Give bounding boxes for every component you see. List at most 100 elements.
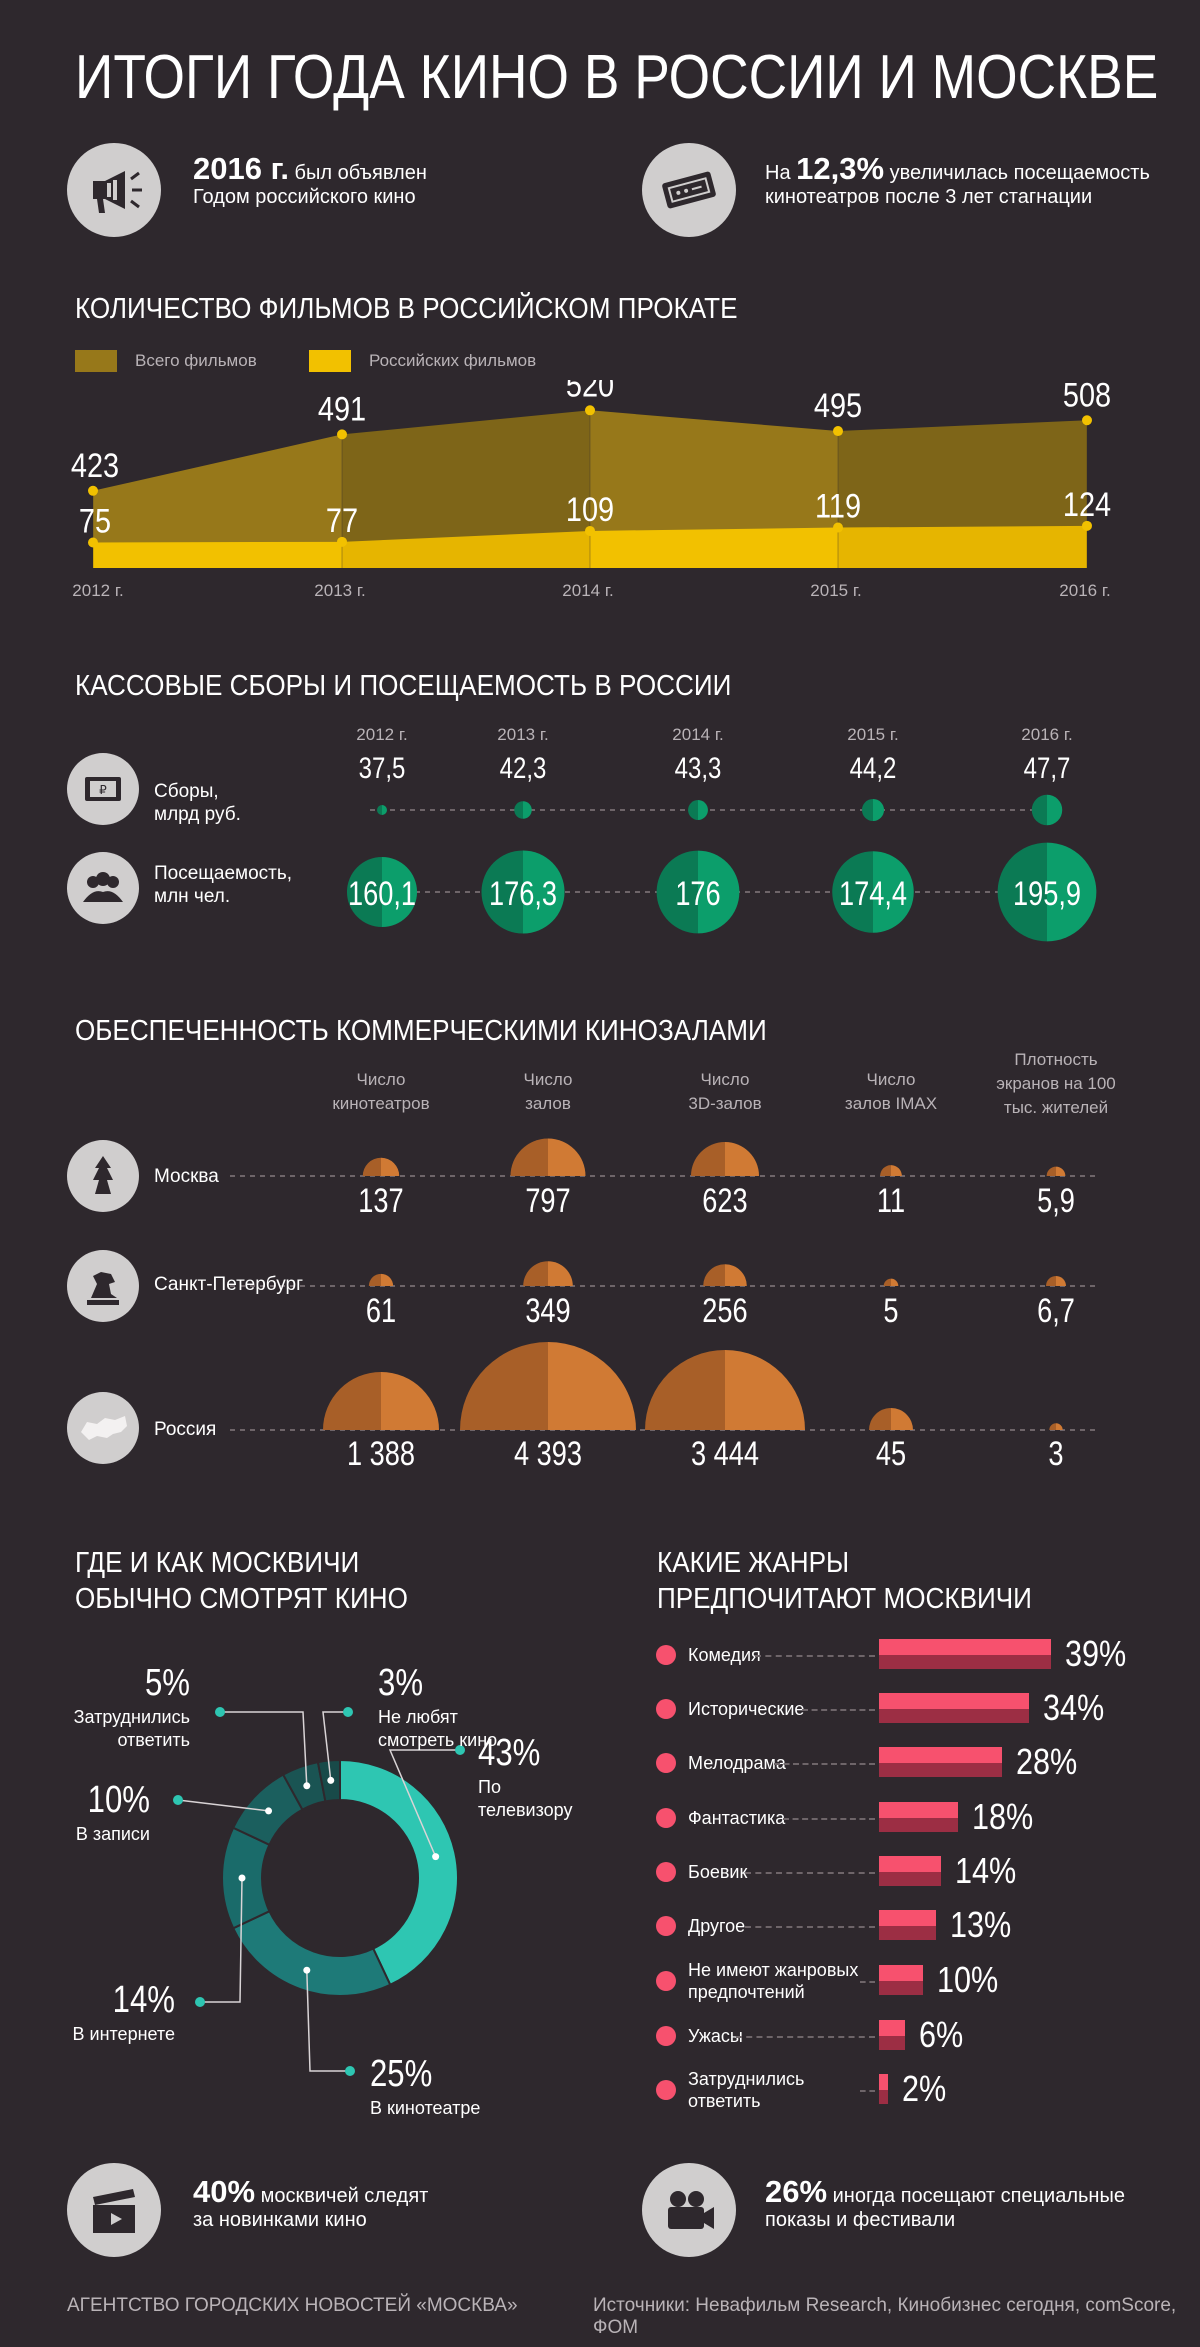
year-tick-label: 2012 г.	[72, 581, 123, 600]
semicircle-left	[323, 1372, 381, 1430]
svg-text:₽: ₽	[99, 783, 107, 797]
semicircle-left	[703, 1264, 725, 1286]
callout-inner-dot	[432, 1853, 440, 1861]
year-header: 2013 г.	[497, 725, 548, 744]
cinema-value: 5	[883, 1291, 898, 1330]
genre-dash-line	[773, 1763, 875, 1765]
total-point	[88, 485, 98, 496]
semicircle-left	[880, 1165, 891, 1176]
semicircle-right	[548, 1261, 573, 1286]
donut-pct: 10%	[88, 1779, 150, 1821]
year-tick-label: 2014 г.	[562, 581, 613, 600]
attendance-row-label: Посещаемость, млн чел.	[154, 863, 293, 907]
revenue-value: 42,3	[500, 750, 547, 784]
semicircle-right	[381, 1157, 400, 1176]
genre-dash-line	[802, 1709, 875, 1711]
genre-dash-line	[735, 2036, 875, 2038]
semicircle-left	[869, 1408, 891, 1430]
footer-sources: Источники: Невафильм Research, Кинобизне…	[593, 2295, 1177, 2338]
genre-bar	[879, 2074, 888, 2090]
cinema-value: 137	[358, 1181, 403, 1220]
genre-bar	[879, 1965, 924, 1981]
genre-pct-label: 14%	[954, 1850, 1016, 1891]
column-header: Плотность	[1014, 1050, 1097, 1069]
megaphone-icon	[67, 143, 161, 237]
year-tick-label: 2016 г.	[1059, 581, 1110, 600]
column-header: кинотеатров	[332, 1094, 429, 1113]
cinema-value: 797	[525, 1181, 570, 1220]
genre-label: Фантастика	[688, 1808, 786, 1828]
row-label-moscow: Москва	[154, 1166, 219, 1187]
cinema-value: 3 444	[691, 1434, 759, 1473]
revenue-value: 47,7	[1024, 750, 1071, 784]
total-value-label: 495	[814, 386, 862, 425]
column-header: залов IMAX	[845, 1094, 937, 1113]
year-header: 2012 г.	[356, 725, 407, 744]
revenue-bubble-right	[873, 798, 885, 822]
revenue-value: 37,5	[359, 750, 406, 784]
box-office-bubble-chart: 2012 г. 37,5 160,1 2013 г. 42,3 176,3 2014 г. 4…	[346, 725, 1097, 942]
ruble-banknote-icon: ₽	[67, 753, 139, 825]
genre-label: Мелодрама	[688, 1753, 786, 1773]
revenue-value: 43,3	[675, 750, 722, 784]
attendance-bubble-left	[997, 842, 1047, 942]
callout-inner-dot	[303, 1966, 311, 1974]
genre-pct-label: 2%	[901, 2068, 947, 2109]
genre-bar-shadow	[879, 1872, 941, 1886]
total-films-area	[342, 410, 590, 568]
semicircle-left	[645, 1350, 725, 1430]
row-label-spb: Санкт-Петербург	[154, 1274, 304, 1295]
attendance-bubble-left	[346, 856, 382, 928]
donut-label: В интернете	[73, 2024, 175, 2044]
russian-value-label: 75	[79, 501, 111, 540]
semicircle-right	[891, 1165, 902, 1176]
column-header: 3D-залов	[688, 1094, 761, 1113]
cinema-value: 61	[366, 1291, 396, 1330]
cinema-value: 3	[1048, 1434, 1063, 1473]
watch-title-line1: ГДЕ И КАК МОСКВИЧИ	[75, 1547, 360, 1579]
fact-festivals: 26% иногда посещают специальные показы и…	[765, 2174, 1125, 2231]
donut-label: ответить	[117, 1730, 190, 1750]
callout-dot	[345, 2066, 355, 2076]
cinemas-semicircle-chart: Число кинотеатров Число залов Число 3D-залов Ч…	[230, 1050, 1116, 1473]
cinema-value: 6,7	[1037, 1291, 1075, 1330]
russian-point	[833, 522, 843, 533]
callout-inner-dot	[238, 1874, 246, 1882]
column-header: экранов на 100	[996, 1074, 1116, 1093]
genre-dot	[656, 1699, 676, 1719]
callout-inner-dot	[303, 1782, 311, 1790]
year-header: 2016 г.	[1021, 725, 1072, 744]
cinemas-section-title: ОБЕСПЕЧЕННОСТЬ КОММЕРЧЕСКИМИ КИНОЗАЛАМИ	[75, 1015, 767, 1047]
donut-label: В записи	[76, 1824, 150, 1844]
genre-bar	[879, 1747, 1003, 1763]
donut-label: В кинотеатре	[370, 2098, 480, 2118]
column-header: Число	[867, 1070, 916, 1089]
callout-dot	[343, 1707, 353, 1717]
films-section-title: КОЛИЧЕСТВО ФИЛЬМОВ В РОССИЙСКОМ ПРОКАТЕ	[75, 293, 738, 325]
legend-russian-swatch	[309, 350, 351, 372]
total-point	[833, 426, 843, 437]
total-films-area	[93, 434, 342, 568]
watch-title-line2: ОБЫЧНО СМОТРЯТ КИНО	[75, 1583, 408, 1615]
genre-dot	[656, 2080, 676, 2100]
callout-line	[177, 1799, 269, 1812]
genre-label: Другое	[688, 1916, 746, 1936]
genre-dash-line	[860, 2090, 875, 2092]
donut-pct: 5%	[145, 1662, 190, 1704]
total-point	[337, 429, 347, 440]
column-header: Число	[524, 1070, 573, 1089]
people-icon	[67, 852, 139, 924]
semicircle-right	[381, 1273, 394, 1286]
cinema-value: 256	[702, 1291, 747, 1330]
total-point	[585, 405, 595, 416]
fact-year-of-cinema: 2016 г. был объявлен Годом российского к…	[193, 151, 427, 208]
row-label-russia: Россия	[154, 1419, 217, 1440]
revenue-bubble-left	[1031, 794, 1047, 826]
cinema-value: 5,9	[1037, 1181, 1075, 1220]
cinema-value: 45	[876, 1434, 906, 1473]
genre-pct-label: 13%	[950, 1904, 1012, 1945]
genre-bar-shadow	[879, 1763, 1003, 1777]
films-area-chart: 423 75 2012 г. 491 77 2013 г. 520 109 2014 г. 495…	[71, 380, 1111, 600]
watch-section-title: ГДЕ И КАК МОСКВИЧИ ОБЫЧНО СМОТРЯТ КИНО	[75, 1545, 408, 1617]
donut-pct: 14%	[113, 1979, 175, 2021]
